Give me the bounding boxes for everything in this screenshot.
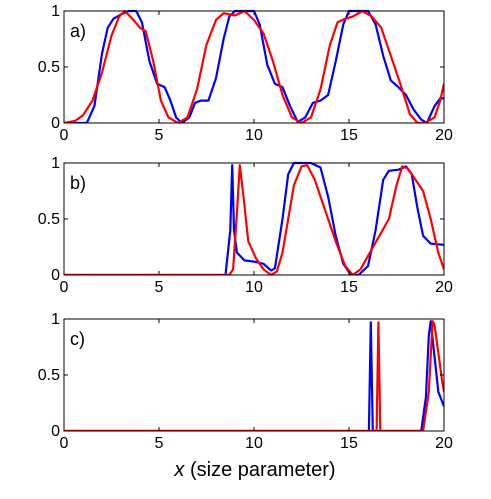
x-tick-label: 10 [245,435,263,452]
panel-label: c) [70,329,85,349]
y-tick-label: 0 [51,115,60,132]
panel-b: 0 5 10 15 20 0 0.5 1 b) [38,155,453,296]
series-line-red [64,9,444,123]
panel-label: b) [70,173,86,193]
series-line-blue [64,9,444,123]
y-tick-label: 1 [51,3,60,20]
x-tick-label: 20 [435,435,453,452]
panel-label: a) [70,21,86,41]
x-tick-label: 15 [340,435,358,452]
y-tick-label: 1 [51,155,60,172]
series-line-red [64,320,444,431]
x-axis-label: x (size parameter) [173,459,335,481]
x-tick-label: 5 [155,279,164,296]
x-tick-label: 15 [340,127,358,144]
x-tick-label: 5 [155,127,164,144]
x-axis-text: (size parameter) [184,459,335,481]
y-tick-label: 1 [51,311,60,328]
x-tick-label: 10 [245,127,263,144]
x-tick-label: 15 [340,279,358,296]
x-tick-label: 0 [60,435,69,452]
panel-a: 0 5 10 15 20 0 0.5 1 a) [38,3,453,144]
y-tick-label: 0 [51,423,60,440]
y-tick-label: 0.5 [38,367,60,384]
x-tick-label: 0 [60,279,69,296]
x-tick-label: 5 [155,435,164,452]
series-line-blue [64,161,444,275]
series-line-blue [64,320,444,431]
y-tick-label: 0.5 [38,59,60,76]
x-tick-label: 20 [435,279,453,296]
x-tick-label: 10 [245,279,263,296]
axes-box [63,318,445,432]
y-tick-label: 0.5 [38,211,60,228]
x-tick-label: 0 [60,127,69,144]
series-line-red [64,164,444,275]
axes-box [63,162,445,276]
panel-c: 0 5 10 15 20 0 0.5 1 c) [38,311,453,452]
y-tick-label: 0 [51,267,60,284]
x-tick-label: 20 [435,127,453,144]
x-axis-variable: x [173,459,185,481]
